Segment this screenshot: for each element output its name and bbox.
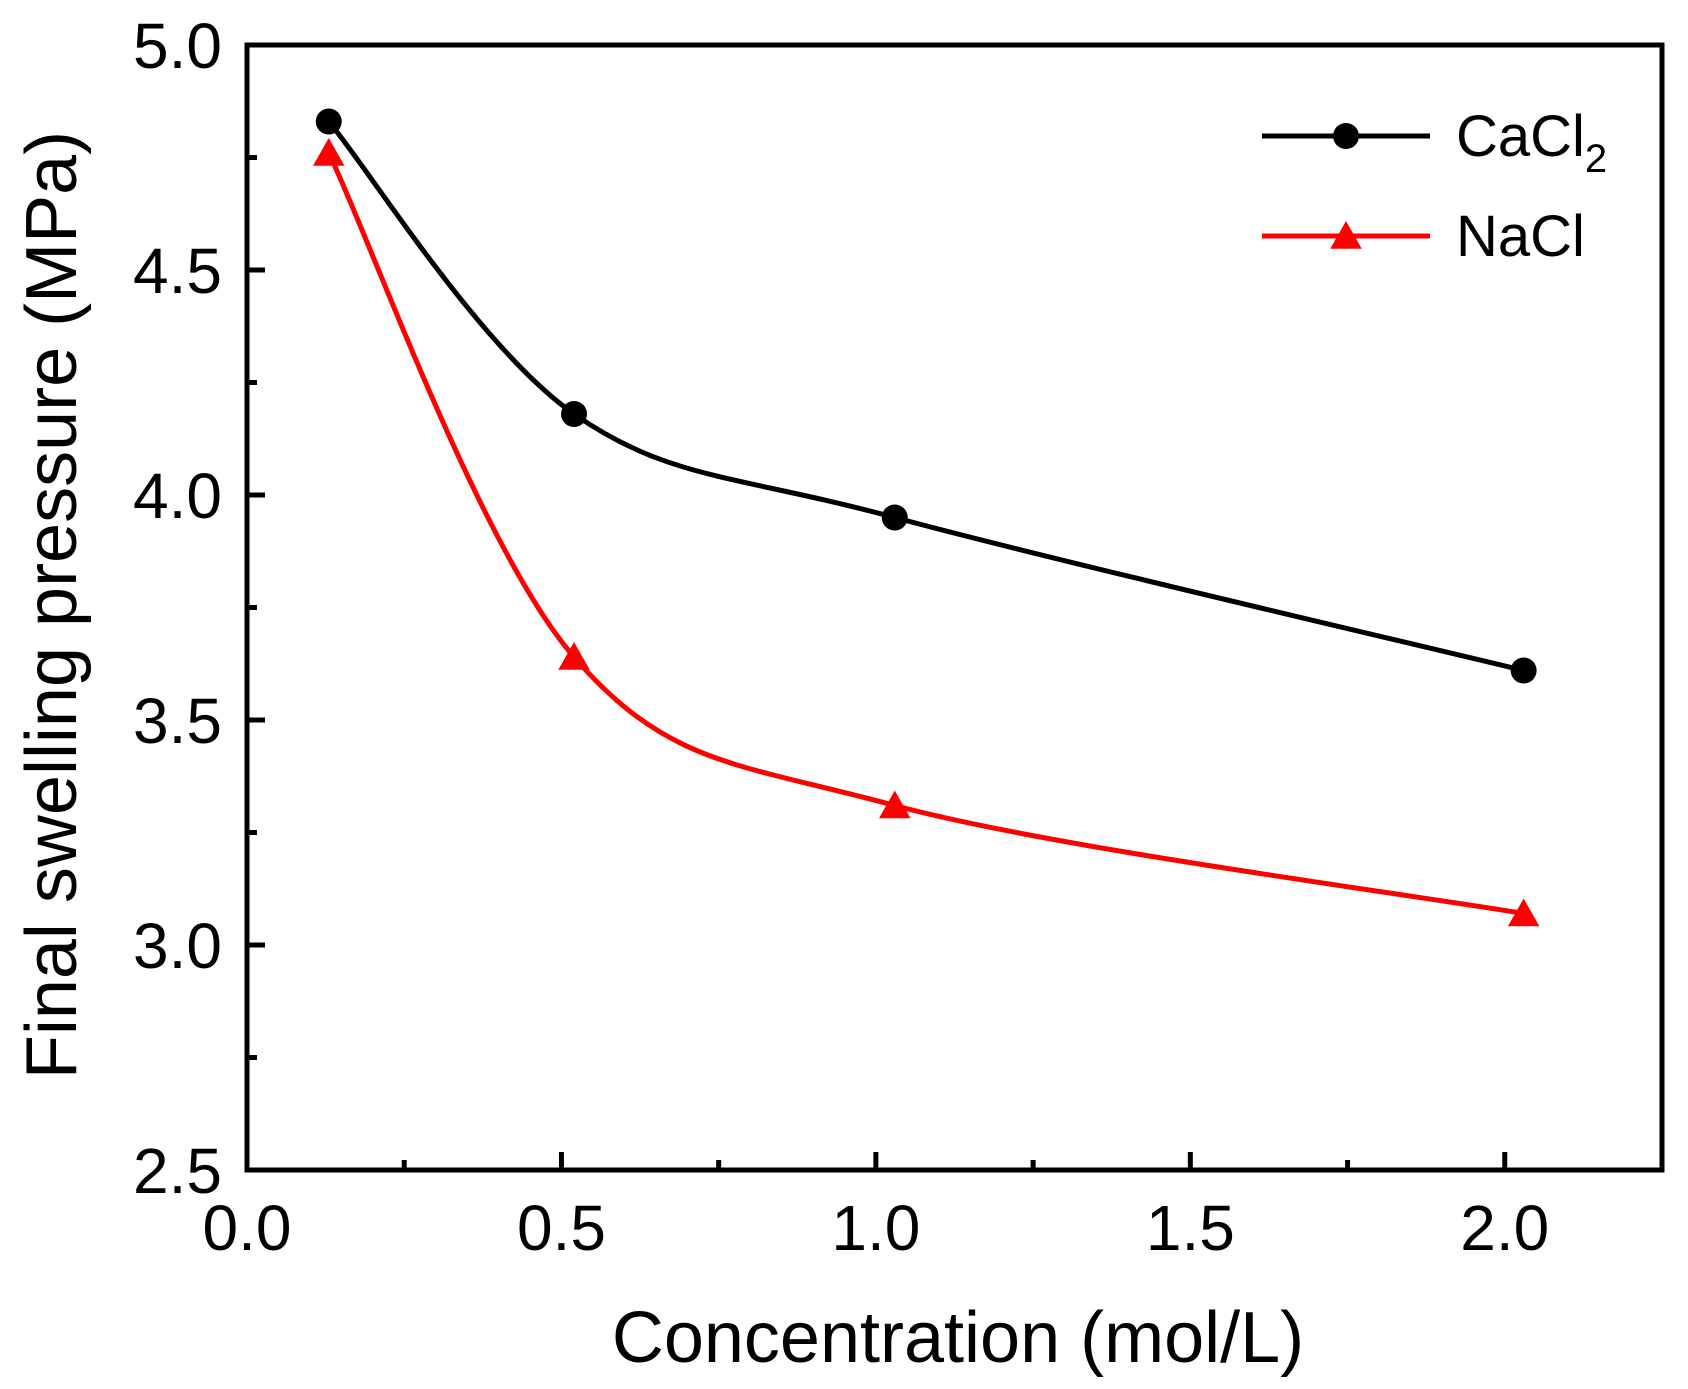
marker-nacl [1507, 898, 1540, 927]
marker-cacl2 [881, 504, 908, 531]
plot-frame [244, 42, 1665, 1173]
y-axis-title: Final swelling pressure (MPa) [12, 131, 92, 1079]
y-tick-label: 2.5 [133, 1135, 222, 1207]
x-tick-label: 0.0 [203, 1192, 292, 1264]
marker-cacl2 [315, 108, 342, 135]
marker-nacl [558, 642, 590, 670]
axes [244, 42, 1665, 1173]
x-tick-label: 2.0 [1460, 1192, 1549, 1264]
series-line-cacl2 [326, 119, 1525, 673]
y-tick-label: 4.5 [133, 235, 222, 307]
legend-label-subscript: 2 [1585, 137, 1607, 181]
marker-nacl [313, 138, 345, 166]
marker-cacl2 [561, 401, 588, 427]
legend-marker-nacl [1330, 221, 1362, 249]
x-axis-title: Concentration (mol/L) [612, 1298, 1304, 1378]
y-tick-label: 5.0 [133, 10, 222, 82]
legend-label-nacl: NaCl [1456, 204, 1585, 269]
x-tick-label: 0.5 [517, 1192, 606, 1264]
x-tick-label: 1.5 [1146, 1192, 1235, 1264]
series-lines [326, 119, 1525, 916]
marker-cacl2 [1510, 657, 1537, 684]
legend-label-cacl2: CaCl2 [1456, 104, 1607, 181]
y-tick-label: 4.0 [133, 460, 222, 532]
legend-label-main: CaCl [1456, 104, 1585, 169]
legend-label-main: NaCl [1456, 204, 1585, 269]
series-markers [313, 108, 1540, 927]
y-tick-label: 3.5 [133, 685, 222, 757]
y-tick-label: 3.0 [133, 910, 222, 982]
series-line-nacl [326, 151, 1525, 916]
marker-nacl [879, 790, 911, 819]
legend-marker-cacl2 [1333, 123, 1359, 149]
x-tick-label: 1.0 [831, 1192, 920, 1264]
tick-labels: 0.0 0.5 1.0 1.5 2.0 2.5 3.0 3.5 4.0 4.5 5.0 [133, 10, 1549, 1264]
